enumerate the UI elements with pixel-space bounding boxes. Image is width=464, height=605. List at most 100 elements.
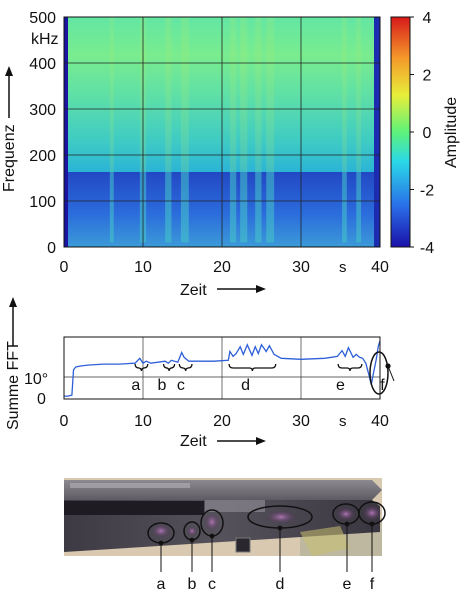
fft-event-bracket [228,363,277,372]
colorbar: 4 2 0 -2 -4 Amplitude [390,10,460,257]
photo-specimen-bright-patch [205,500,265,512]
fft-annotation-label: f [380,377,385,394]
spectrogram-bright-interval [109,171,114,243]
spectrogram-x-tick-labels: 0 10 20 30 40 [60,259,389,276]
photo-spot-a [151,524,171,538]
fft-y-arrow [9,297,17,346]
spectrogram-x-tick-label: 10 [134,259,152,276]
fft-y-tick-10: 10° [24,371,48,388]
spectrogram-y-unit: kHz [31,31,59,48]
spectrogram-bright-interval [255,171,262,243]
fft-x-tick-labels: 0 10 20 30 40 [60,413,389,430]
fft-grid [64,337,380,399]
spectrogram-bright-interval-upper [342,17,347,172]
colorbar-tick-label: -2 [420,183,434,200]
photo-label: a [157,576,166,593]
fft-x-tick-label: 20 [213,413,231,430]
fft-x-arrow [217,437,266,445]
spectrogram-x-tick-label: 20 [213,259,231,276]
photo-connector [235,537,251,553]
fft-x-unit: s [339,413,347,430]
fft-x-tick-label: 40 [371,413,389,430]
spectrogram-plot: 0 100 200 300 400 500 0 10 20 30 40 kHz s Frequen… [1,10,389,299]
fft-highlight-ellipse-f [369,351,389,395]
fft-y-label-text: Summe FFT [5,341,22,430]
fft-annotation-label: e [336,377,345,394]
fft-event-brackets [134,363,363,372]
photo-spot-d [265,510,297,524]
photo-leader-dot [189,537,195,543]
spectrogram-y-tick-labels: 0 100 200 300 400 500 [29,10,56,257]
photo-label: d [276,576,285,593]
fft-y-axis-label: Summe FFT [5,341,22,430]
photo-emission-spots [151,505,382,538]
fft-y-tick-0: 0 [37,391,46,408]
photo-leader-dot [277,525,283,531]
spectrogram-bright-interval [240,171,248,243]
spectrogram-y-tick-label: 200 [29,148,56,165]
spectrogram-bright-interval-upper [109,17,114,172]
fft-x-tick-label: 0 [60,413,69,430]
photo-specimen-dark-band [64,501,204,515]
spectrogram-bright-interval [356,171,362,243]
spectrogram-bright-interval-upper [266,17,275,172]
spectrogram-y-tick-label: 500 [29,10,56,27]
spectrogram-bright-interval-upper [180,17,189,172]
spectrogram-y-axis-label: Frequenz [1,124,18,192]
photo-label: c [208,576,216,593]
photo-spot-b [187,526,197,536]
fft-x-tick-label: 30 [292,413,310,430]
spectrogram-bright-interval-upper [255,17,262,172]
colorbar-tick-label: -4 [420,240,434,257]
spectrogram-bright-interval [266,171,275,243]
colorbar-label-text: Amplitude [443,97,460,168]
spectrogram-bright-interval-upper [165,17,172,172]
spectrogram-end-edge [374,17,380,247]
photo-label: b [188,576,197,593]
photo-spot-e [336,507,356,521]
fft-event-bracket [178,363,193,372]
photo-spot-f [362,505,382,521]
photo-label: f [370,576,375,593]
spectrogram-x-tick-label: 0 [60,259,69,276]
spectrogram-grid [64,17,380,247]
colorbar-tick-label: 4 [423,10,432,27]
colorbar-tick-label: 0 [423,125,432,142]
spectrogram-x-tick-label: 40 [371,259,389,276]
spectrogram-x-arrow [217,285,266,293]
spectrogram-start-edge [64,17,68,247]
photo-foam-block [300,526,350,556]
fft-annotation-label: d [241,377,250,394]
photo-specimen-top-highlight [70,483,190,488]
photo-leader-lines [158,521,375,572]
spectrogram-bright-interval [180,171,189,243]
fft-annotation-label: a [131,377,140,394]
photo-leader-dot [209,533,215,539]
fft-x-label: Zeit [180,433,207,450]
spectrogram-bright-interval-upper [240,17,248,172]
fft-event-bracket [162,363,176,372]
fft-event-bracket [337,363,363,372]
spectrogram-bright-interval [229,171,237,243]
fft-frame [63,336,381,400]
spectrogram-bright-intervals [109,17,362,243]
spectrogram-y-tick-label: 400 [29,56,56,73]
spectrogram-frame [63,16,381,248]
photo-leader-dot [158,540,164,546]
fft-pointer-f [387,365,395,382]
spectrogram-bright-interval [165,171,172,243]
spectrogram-y-tick-label: 100 [29,194,56,211]
fft-event-bracket [134,363,149,372]
spectrogram-bright-interval-upper [229,17,237,172]
spectrogram-x-tick-label: 30 [292,259,310,276]
photo-spot-c [204,513,220,531]
photo-leader-dot [344,521,350,527]
spectrogram-bright-interval-upper [356,17,362,172]
spectrogram-bright-interval [342,171,347,243]
fft-annotation-label: b [157,377,166,394]
